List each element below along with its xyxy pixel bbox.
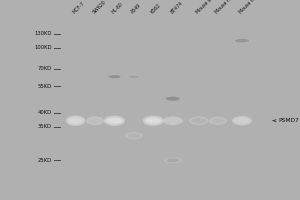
Ellipse shape: [128, 76, 139, 78]
Ellipse shape: [127, 134, 141, 138]
Text: 35KD: 35KD: [38, 124, 52, 129]
Text: PSMD7: PSMD7: [273, 118, 299, 123]
Ellipse shape: [166, 97, 180, 101]
Text: 55KD: 55KD: [38, 84, 52, 89]
Ellipse shape: [106, 118, 123, 124]
Text: 100KD: 100KD: [34, 45, 52, 50]
Ellipse shape: [127, 75, 141, 79]
Text: 70KD: 70KD: [38, 66, 52, 71]
Text: MCF-7: MCF-7: [72, 0, 86, 14]
Ellipse shape: [234, 118, 250, 124]
Ellipse shape: [145, 118, 161, 124]
Text: 40KD: 40KD: [38, 110, 52, 115]
Ellipse shape: [104, 116, 125, 126]
Ellipse shape: [163, 116, 183, 125]
Ellipse shape: [191, 118, 206, 123]
Ellipse shape: [209, 117, 227, 125]
Text: SW620: SW620: [92, 0, 107, 14]
Ellipse shape: [66, 116, 86, 126]
Text: 25KD: 25KD: [38, 158, 52, 163]
Ellipse shape: [109, 75, 120, 78]
Text: Mouse testis: Mouse testis: [238, 0, 263, 14]
Ellipse shape: [107, 74, 122, 79]
Text: Mouse skeletal muscle: Mouse skeletal muscle: [195, 0, 237, 14]
Ellipse shape: [166, 158, 179, 162]
Ellipse shape: [125, 132, 143, 139]
Text: 130KD: 130KD: [34, 31, 52, 36]
Ellipse shape: [164, 95, 182, 102]
Text: A549: A549: [130, 2, 142, 14]
Ellipse shape: [88, 118, 102, 123]
Ellipse shape: [68, 118, 83, 124]
Ellipse shape: [143, 116, 164, 126]
Ellipse shape: [233, 38, 251, 44]
Ellipse shape: [235, 39, 249, 42]
Ellipse shape: [165, 118, 180, 123]
Ellipse shape: [164, 157, 181, 163]
Ellipse shape: [232, 116, 252, 125]
Ellipse shape: [86, 116, 104, 125]
Text: BT474: BT474: [169, 0, 184, 14]
Text: HL-60: HL-60: [111, 1, 124, 14]
Ellipse shape: [189, 116, 208, 125]
Ellipse shape: [211, 118, 225, 123]
Text: K562: K562: [150, 2, 162, 14]
Text: Mouse heart: Mouse heart: [214, 0, 239, 14]
